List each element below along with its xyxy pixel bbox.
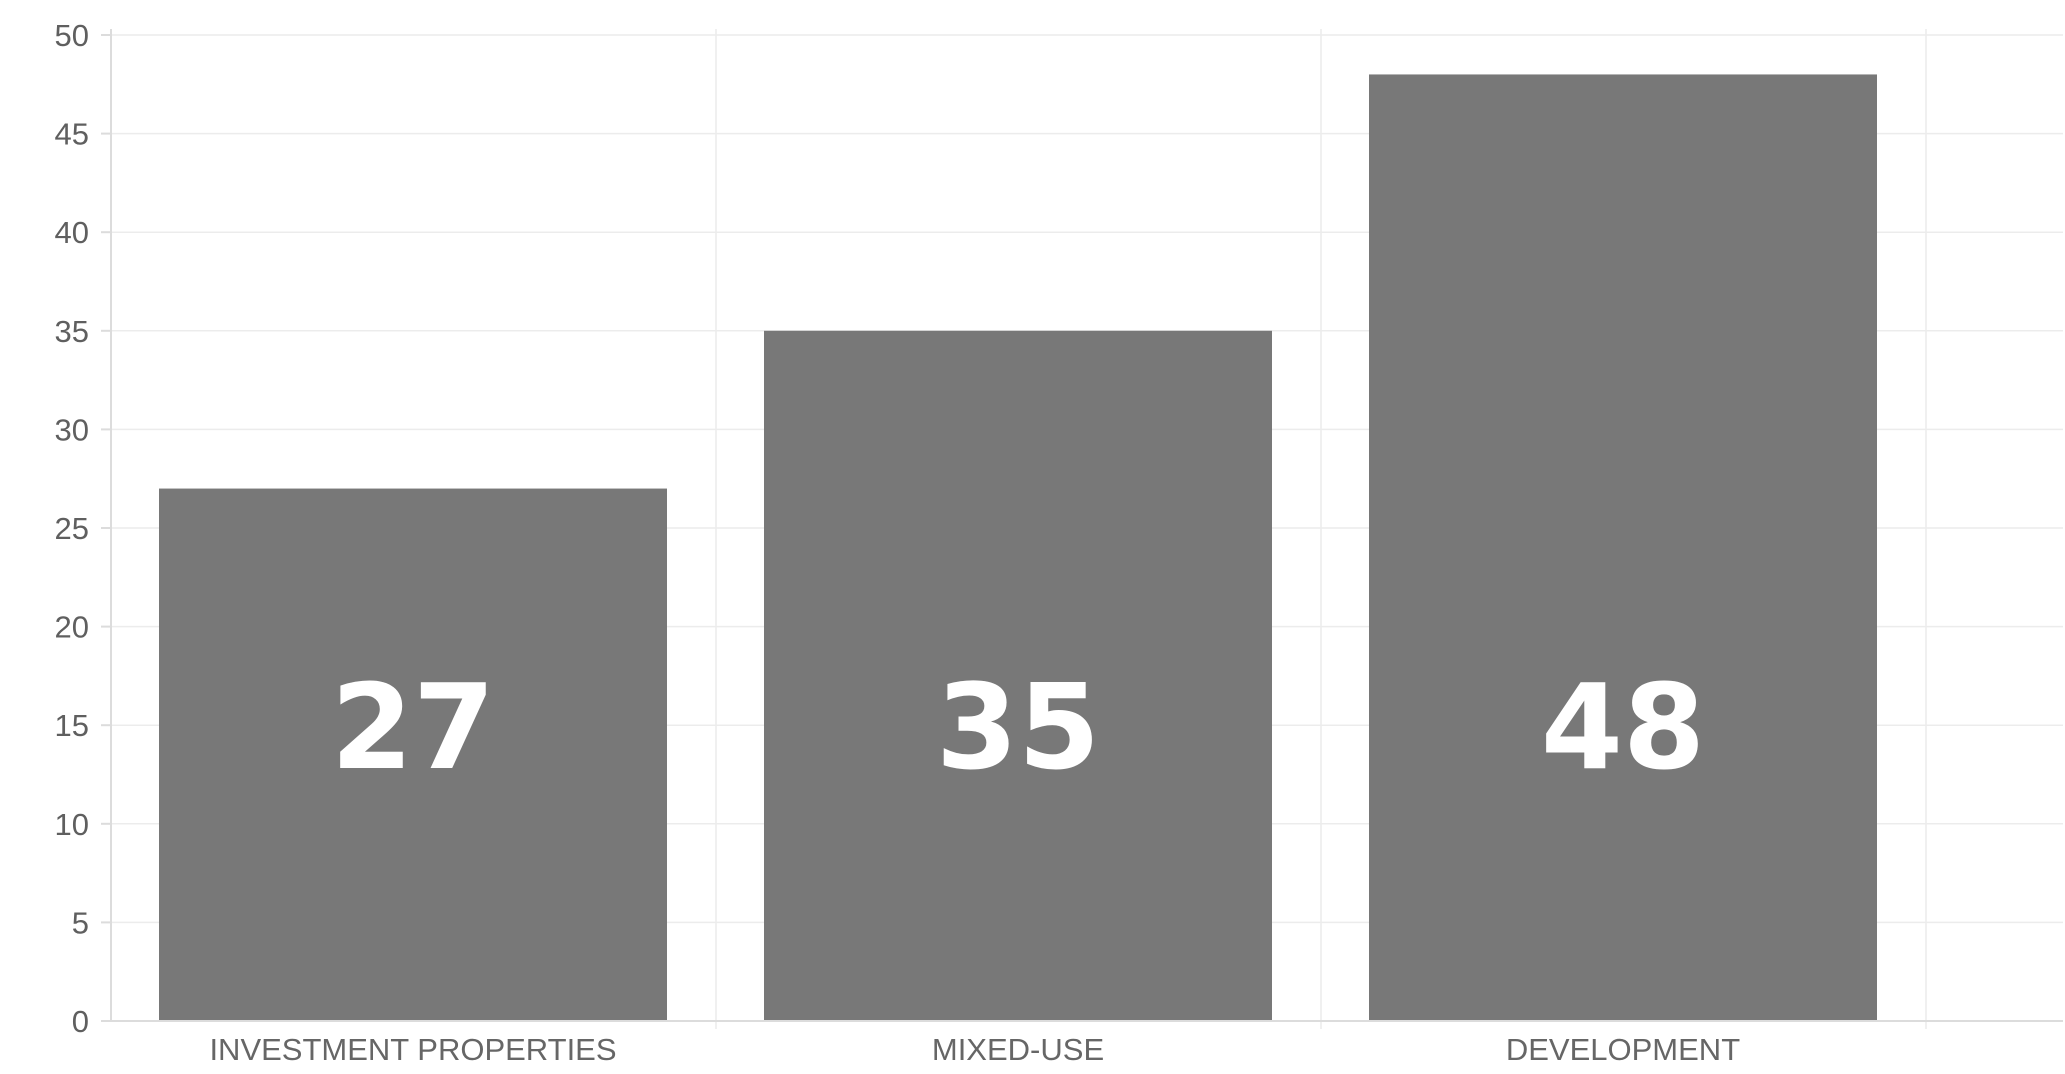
x-tick-label: INVESTMENT PROPERTIES	[209, 1032, 616, 1067]
bar-value-label: 27	[331, 658, 495, 796]
bar-mixed-use	[764, 330, 1272, 1021]
y-tick-label: 5	[72, 905, 89, 940]
y-tick-label: 35	[55, 314, 89, 349]
axes	[101, 34, 2063, 1022]
y-tick-label: 15	[55, 708, 89, 743]
y-tick-label: 10	[55, 807, 89, 842]
y-tick-label: 0	[72, 1004, 89, 1039]
y-tick-label: 45	[55, 117, 89, 152]
labels: 0 5 10 15 20 25 30 35 40 45 50 27 INVESTMENT PROPERT…	[55, 18, 1741, 1067]
x-tick-label: DEVELOPMENT	[1506, 1032, 1740, 1067]
bar-investment-properties	[159, 488, 667, 1021]
bar-value-label: 48	[1541, 658, 1705, 796]
y-tick-label: 20	[55, 610, 89, 645]
x-tick-label: MIXED-USE	[932, 1032, 1104, 1067]
y-tick-label: 50	[55, 18, 89, 53]
bar-development	[1369, 74, 1877, 1021]
y-tick-label: 25	[55, 511, 89, 546]
bars	[159, 74, 1877, 1021]
y-tick-label: 40	[55, 215, 89, 250]
bar-value-label: 35	[936, 658, 1100, 796]
y-tick-label: 30	[55, 412, 89, 447]
